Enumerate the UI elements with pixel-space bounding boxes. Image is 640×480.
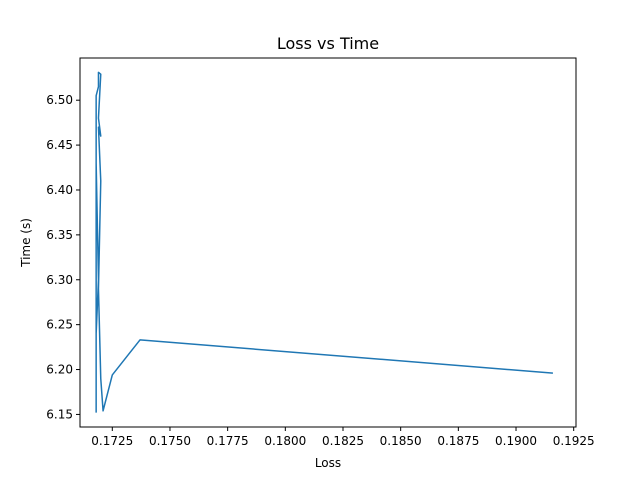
x-axis-ticks: 0.1725 0.1750 0.1775 0.1800 0.1825 0.1850 0.18… — [91, 427, 595, 448]
x-tick-label: 0.1925 — [553, 434, 595, 448]
y-axis-ticks: 6.15 6.20 6.25 6.30 6.35 6.40 6.45 6.50 — [46, 93, 80, 421]
y-tick-label: 6.25 — [46, 318, 73, 332]
plot-area — [80, 58, 576, 427]
series-layer — [95, 71, 553, 413]
x-tick-label: 0.1725 — [91, 434, 133, 448]
x-tick-label: 0.1750 — [149, 434, 191, 448]
x-tick-label: 0.1850 — [380, 434, 422, 448]
series-line-0 — [95, 71, 553, 413]
x-tick-label: 0.1825 — [322, 434, 364, 448]
y-tick-label: 6.35 — [46, 228, 73, 242]
x-tick-label: 0.1875 — [437, 434, 479, 448]
y-axis-label: Time (s) — [19, 218, 33, 268]
y-tick-label: 6.30 — [46, 273, 73, 287]
y-tick-label: 6.15 — [46, 407, 73, 421]
x-tick-label: 0.1775 — [207, 434, 249, 448]
x-axis-label: Loss — [315, 456, 341, 470]
chart-title: Loss vs Time — [277, 34, 379, 53]
x-tick-label: 0.1800 — [264, 434, 306, 448]
x-tick-label: 0.1900 — [495, 434, 537, 448]
y-tick-label: 6.45 — [46, 138, 73, 152]
y-tick-label: 6.20 — [46, 363, 73, 377]
y-tick-label: 6.40 — [46, 183, 73, 197]
y-tick-label: 6.50 — [46, 93, 73, 107]
plot-frame — [79, 57, 577, 428]
